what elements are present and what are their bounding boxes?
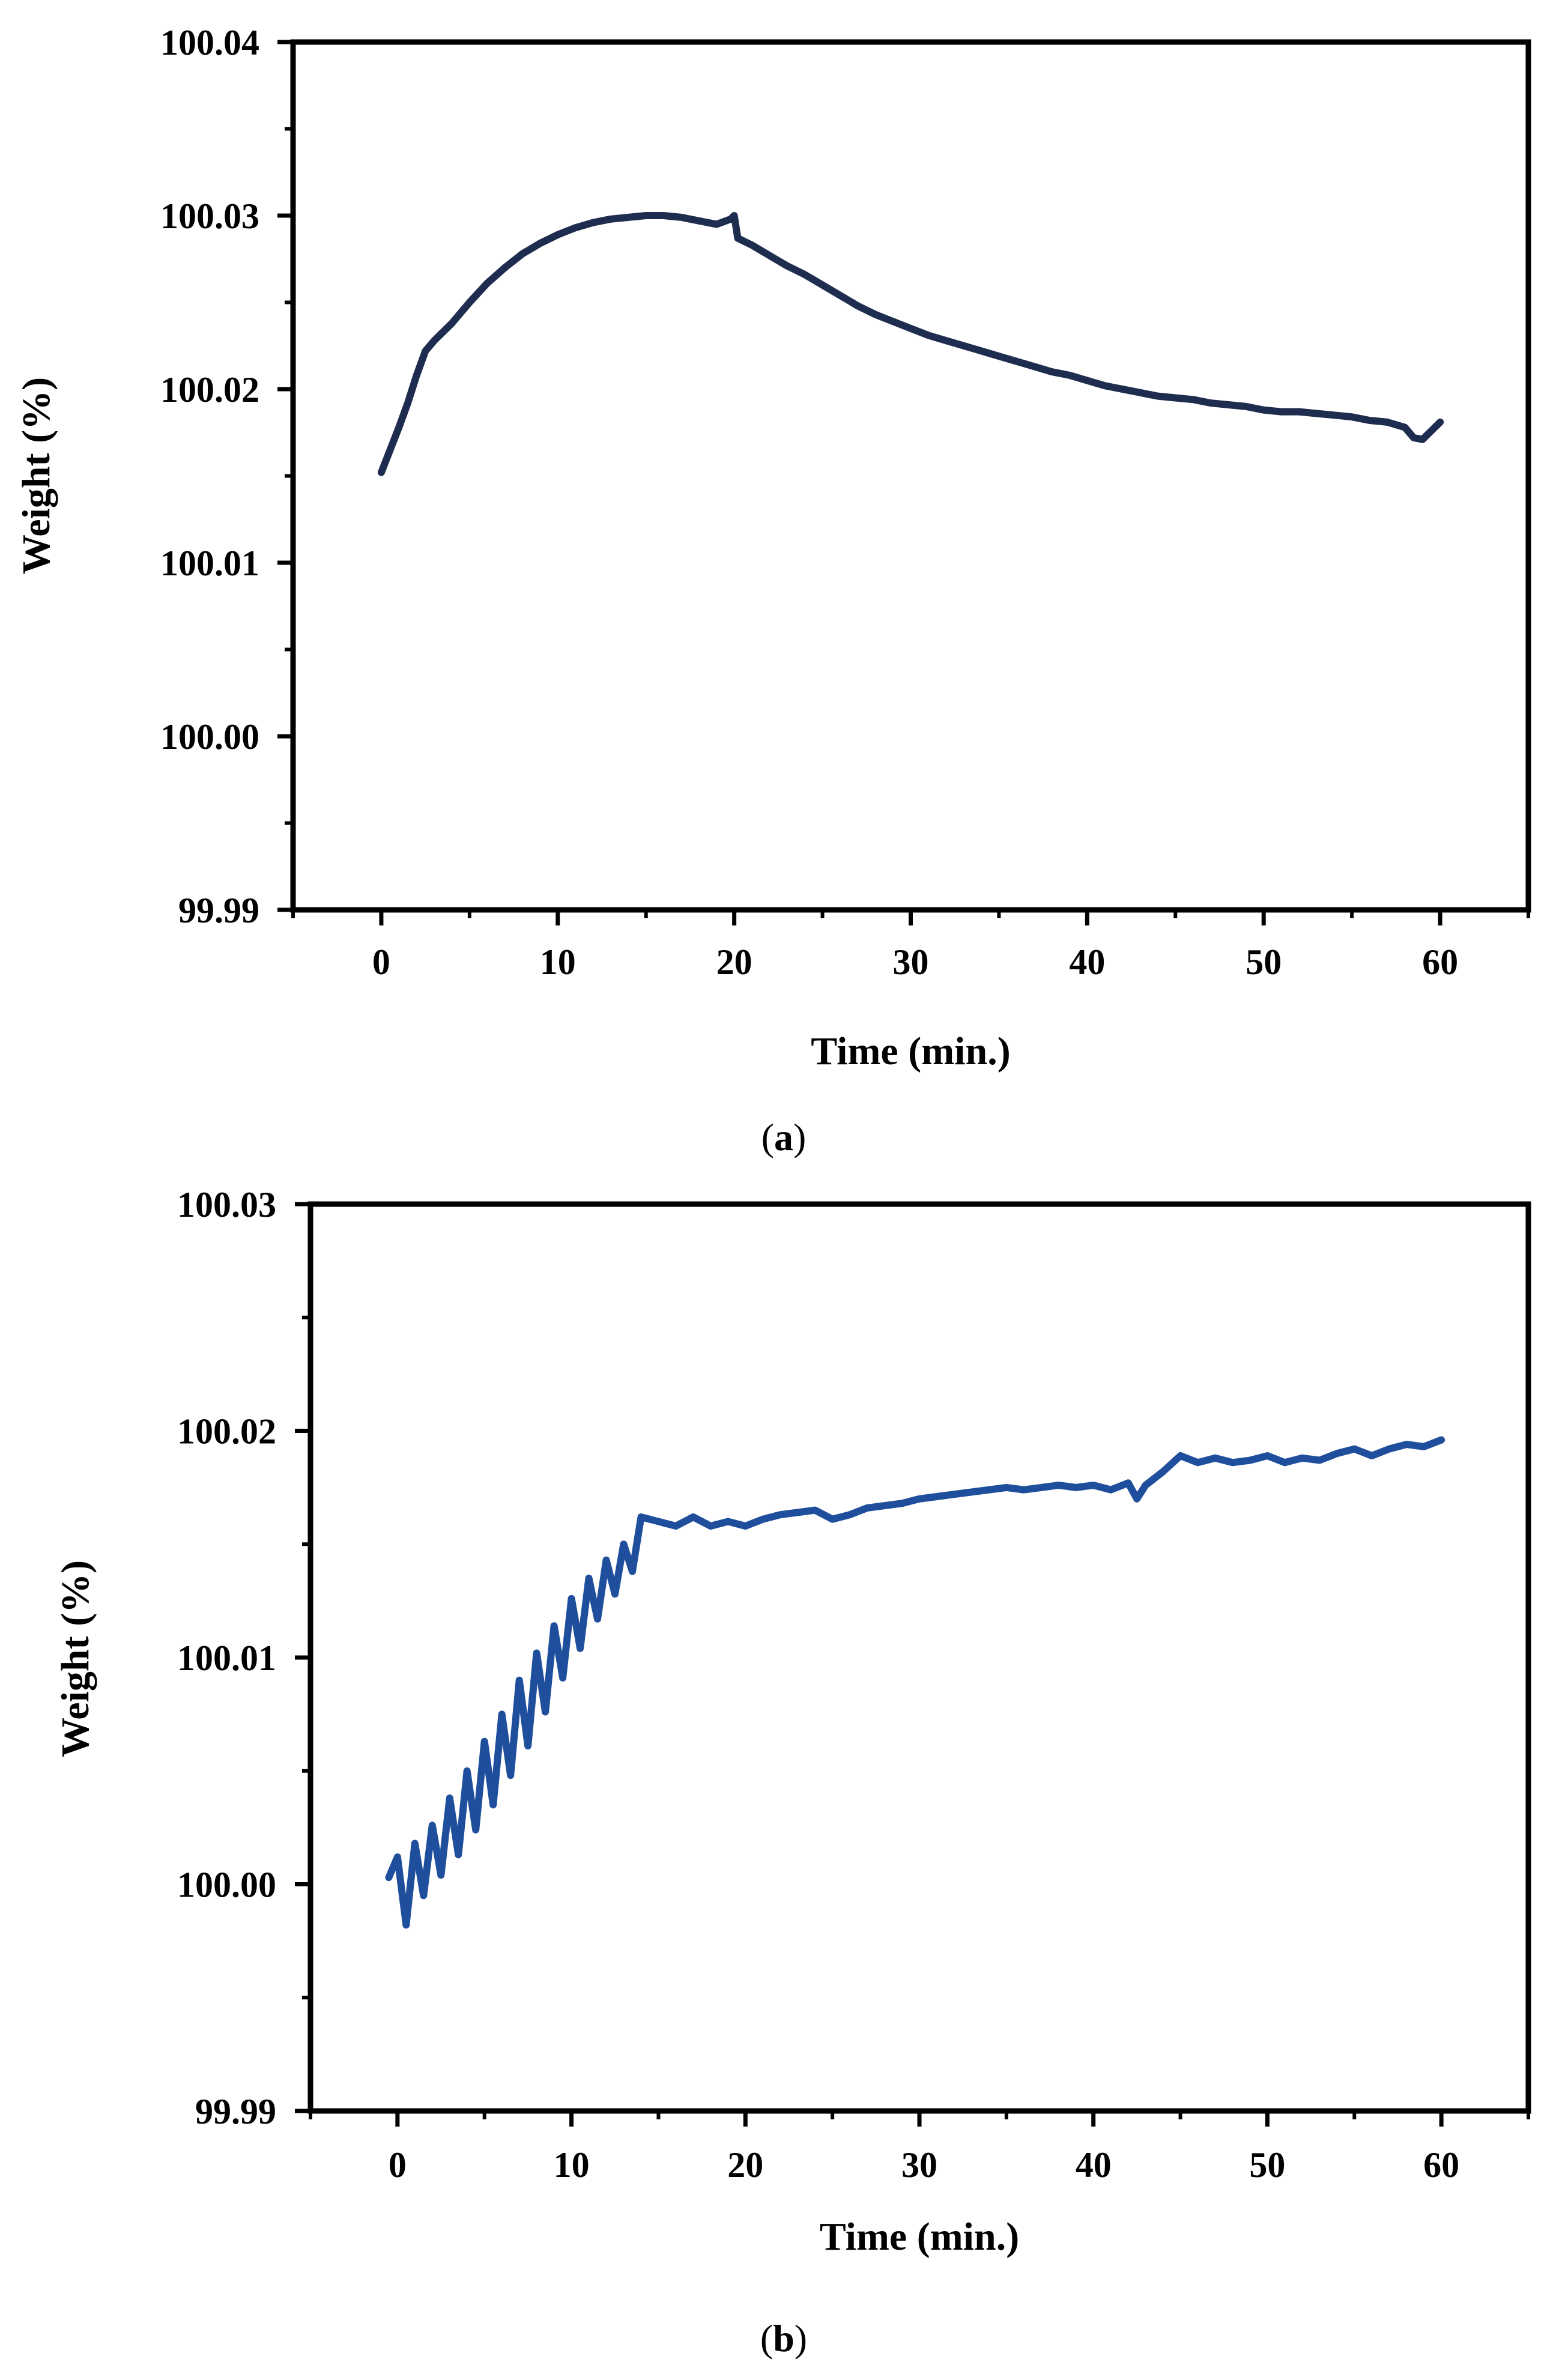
chart-b-frame [307,1201,1531,2114]
chart-a-y-tick-label: 100.00 [160,717,259,757]
chart-a-y-tick-label: 100.03 [160,196,259,236]
panel-a-label: (a) [761,1116,807,1158]
chart-a-x-tick-label: 40 [1069,942,1105,982]
chart-b-x-tick-label: 0 [389,2145,407,2185]
chart-a-y-axis-title: Weight (%) [14,377,58,574]
panel-b: 0 10 20 30 40 50 60 99.99 100.00 100.01 100.02 100.… [53,1185,1531,2259]
chart-b-y-tick-label: 100.00 [177,1865,276,1905]
chart-b-series-line [385,1436,1445,1929]
chart-b-y-tick-label: 100.01 [177,1638,276,1678]
chart-b-y-tick-label: 100.02 [177,1412,276,1452]
chart-a-y-tick-label: 100.04 [160,23,259,62]
chart-b-x-tick-label: 40 [1076,2145,1112,2185]
chart-a-x-tick-label: 20 [716,942,752,982]
chart-a-y-tick-label: 99.99 [178,891,259,930]
chart-b-x-axis-title: Time (min.) [820,2215,1019,2259]
chart-a-y-tick-label: 100.01 [160,544,259,583]
chart-b-x-tick-label: 50 [1249,2145,1285,2185]
chart-b-x-tick-label: 10 [554,2145,590,2185]
chart-b-x-tick-label: 20 [727,2145,763,2185]
chart-b-y-axis-title: Weight (%) [53,1560,97,1757]
chart-a-x-tick-label: 0 [372,942,390,982]
chart-a-x-tick-label: 30 [893,942,929,982]
chart-a-series-line [377,212,1444,476]
chart-b-y-tick-label: 100.03 [177,1185,276,1225]
chart-a-x-tick-label: 60 [1422,942,1458,982]
panel-a: 0 10 20 30 40 50 60 99.99 100.00 100.01 100.02 100.… [14,23,1531,1073]
chart-b-y-tick-label: 99.99 [195,2092,276,2131]
chart-a-y-tick-label: 100.02 [160,370,259,410]
chart-b-x-tick-label: 30 [901,2145,937,2185]
chart-a-x-tick-label: 50 [1246,942,1282,982]
chart-a-x-axis-title: Time (min.) [811,1029,1010,1073]
chart-a-x-tick-label: 10 [540,942,576,982]
chart-b-x-tick-label: 60 [1423,2145,1459,2185]
chart-a-frame [290,39,1531,913]
panel-b-label: (b) [760,2317,807,2360]
